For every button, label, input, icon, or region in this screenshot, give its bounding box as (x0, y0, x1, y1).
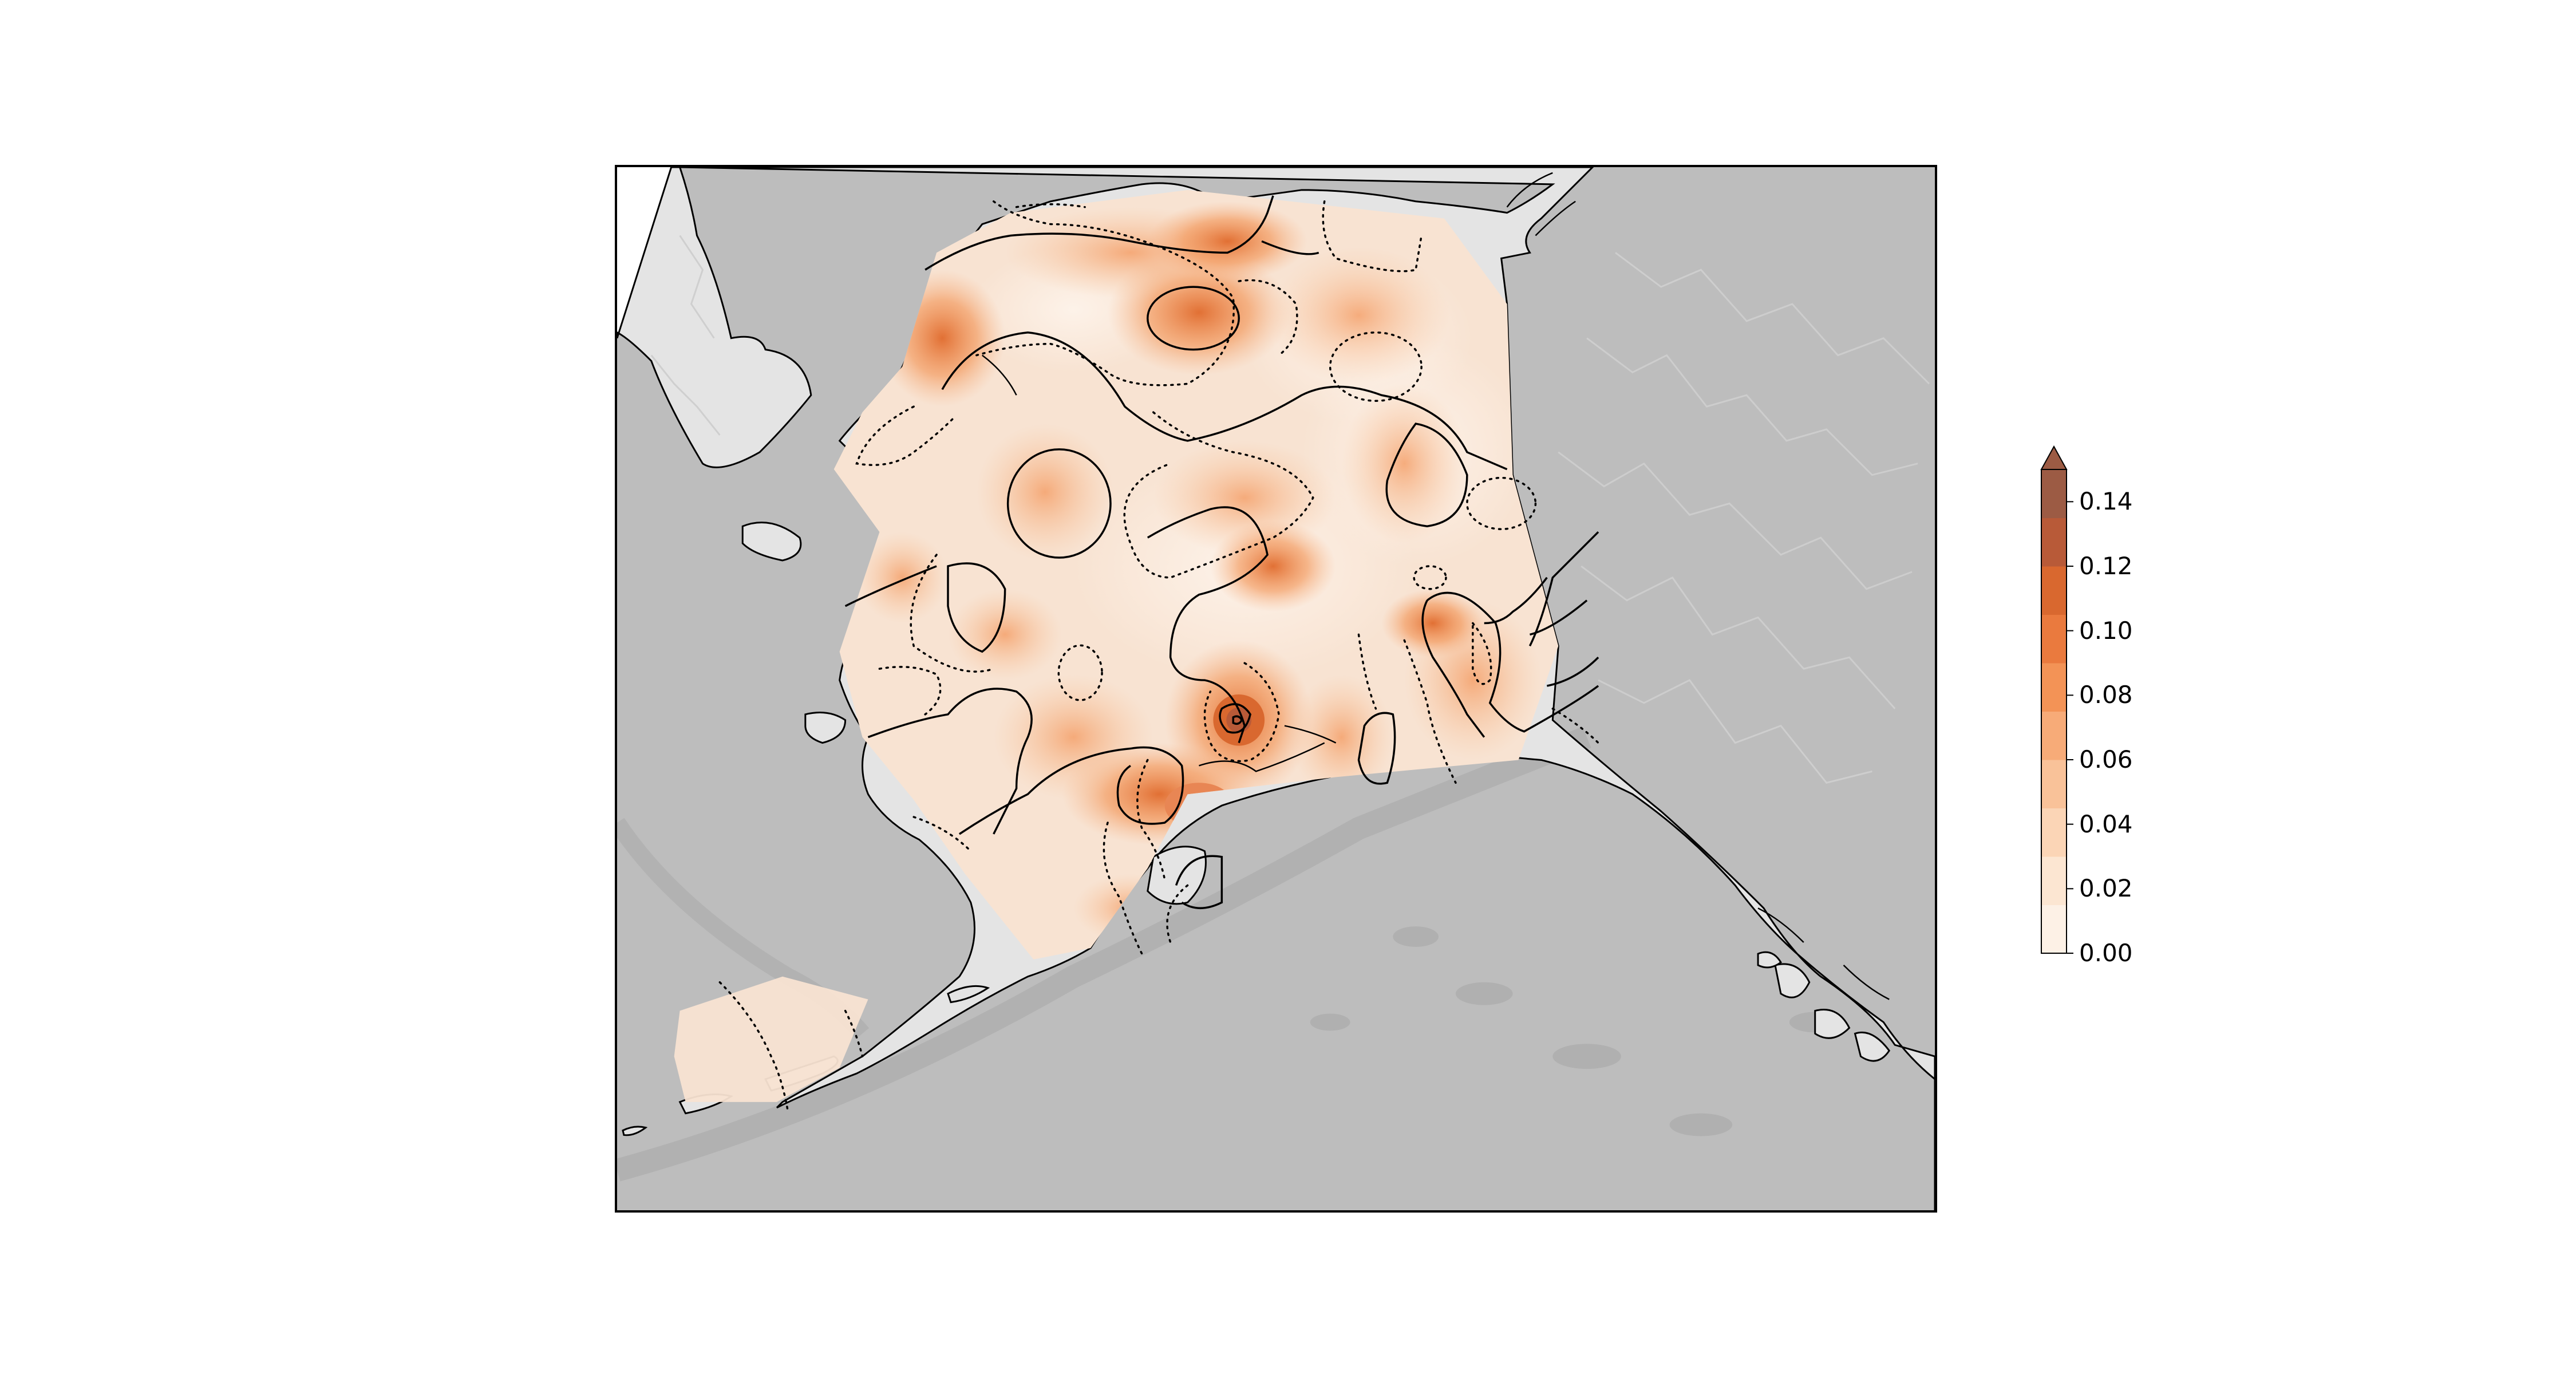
colorbar-tick-label: 0.00 (2079, 939, 2133, 967)
chukotka-relief (650, 235, 721, 436)
colorbar-tick-label: 0.02 (2079, 874, 2133, 903)
colorbar-frame (2041, 469, 2067, 954)
colorbar: 0.00 0.02 0.04 0.06 0.08 0.10 0.12 0.14 (2026, 424, 2141, 967)
colorbar-segment (2041, 808, 2067, 857)
st-lawrence-island (741, 522, 802, 562)
canada-relief (1558, 252, 1930, 784)
aleutian-field-patch (674, 976, 868, 1102)
colorbar-tick-label: 0.08 (2079, 681, 2133, 709)
colorbar-tick-label: 0.04 (2079, 810, 2133, 838)
nunivak-island (804, 711, 847, 744)
coastline-details (982, 172, 1890, 1000)
colorbar-tick-label: 0.06 (2079, 745, 2133, 773)
chukotka (617, 167, 812, 468)
dotted-contours (718, 200, 1599, 1115)
colorbar-segment (2041, 760, 2067, 808)
colorbar-segment (2041, 614, 2067, 664)
aleutian-trench (617, 727, 1591, 1182)
map-canvas (617, 167, 1935, 1210)
kodiak-island (1147, 846, 1207, 905)
colorbar-segment (2041, 566, 2067, 615)
colorbar-segment (2041, 711, 2067, 760)
panhandle-islands (1774, 963, 1811, 998)
colorbar-segment (2041, 518, 2067, 567)
colorbar-segment (2041, 856, 2067, 905)
colorbar-bar (2040, 445, 2073, 954)
map-panel (615, 165, 1937, 1213)
colorbar-segment (2041, 663, 2067, 712)
colorbar-segment (2041, 905, 2067, 954)
colorbar-tick-label: 0.14 (2079, 487, 2133, 516)
colorbar-tick-label: 0.10 (2079, 616, 2133, 645)
colorbar-tick-label: 0.12 (2079, 552, 2133, 580)
colorbar-extend-arrow (2040, 445, 2068, 470)
colorbar-segment (2041, 469, 2067, 518)
solid-contours (844, 195, 1599, 909)
unmapped-corner (617, 167, 671, 338)
